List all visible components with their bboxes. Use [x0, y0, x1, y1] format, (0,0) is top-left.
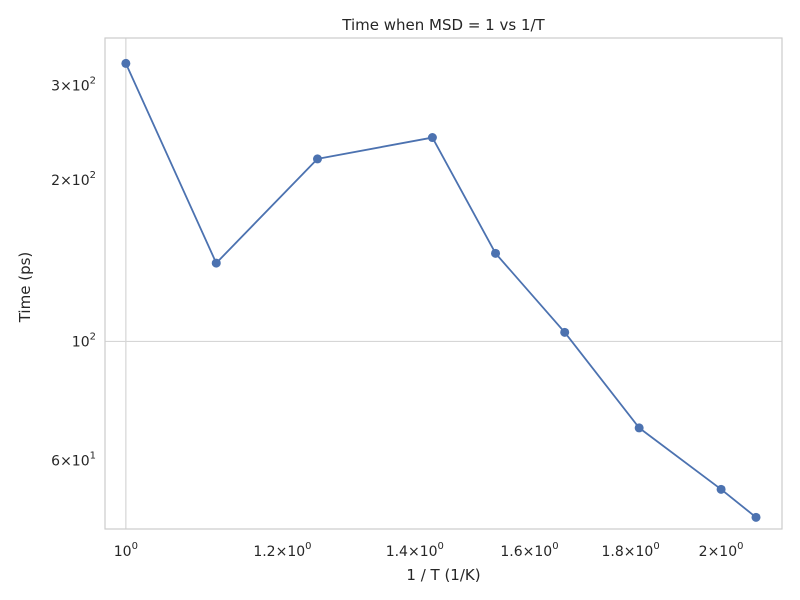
tick-exponent: 1	[90, 450, 96, 461]
tick-base: 10	[72, 334, 90, 350]
x-axis-label: 1 / T (1/K)	[406, 566, 480, 584]
data-point	[634, 423, 644, 433]
tick-base: 1.6×10	[500, 544, 552, 560]
tick-exponent: 0	[132, 541, 138, 552]
x-tick-label: 1.2×100	[253, 541, 311, 560]
data-point	[211, 258, 221, 268]
tick-exponent: 0	[438, 541, 444, 552]
tick-base: 10	[114, 544, 132, 560]
tick-exponent: 0	[552, 541, 558, 552]
tick-exponent: 0	[653, 541, 659, 552]
data-point	[560, 327, 570, 337]
y-tick-label: 6×101	[51, 450, 96, 469]
data-point	[121, 58, 131, 68]
series-layer	[121, 58, 761, 522]
series-line	[125, 63, 757, 519]
data-point	[312, 154, 322, 164]
plot-frame	[104, 37, 783, 530]
data-point	[716, 484, 726, 494]
y-tick-label: 3×102	[51, 76, 96, 95]
tick-exponent: 0	[737, 541, 743, 552]
tick-base: 2×10	[699, 544, 737, 560]
x-tick-label: 1.8×100	[602, 541, 660, 560]
tick-base: 2×10	[51, 173, 89, 189]
data-point	[491, 248, 501, 258]
data-point	[427, 133, 437, 143]
y-tick-label: 2×102	[51, 170, 96, 189]
tick-base: 3×10	[51, 79, 89, 95]
y-tick-label: 102	[72, 331, 96, 350]
y-axis-label: Time (ps)	[16, 252, 34, 324]
chart-title: Time when MSD = 1 vs 1/T	[341, 16, 545, 34]
x-tick-label: 2×100	[699, 541, 744, 560]
tick-base: 1.2×10	[253, 544, 305, 560]
tick-base: 1.4×10	[386, 544, 438, 560]
x-tick-label: 1.6×100	[500, 541, 558, 560]
x-tick-labels: 100 1.2×100 1.4×100 1.6×100 1.8×100 2×100	[114, 541, 744, 560]
tick-exponent: 0	[305, 541, 311, 552]
tick-exponent: 2	[90, 331, 96, 342]
tick-base: 1.8×10	[602, 544, 654, 560]
data-point	[751, 512, 761, 522]
tick-base: 6×10	[51, 453, 89, 469]
grid-lines	[105, 38, 782, 529]
tick-exponent: 2	[90, 76, 96, 87]
x-tick-label: 100	[114, 541, 138, 560]
tick-exponent: 2	[90, 170, 96, 181]
x-tick-label: 1.4×100	[386, 541, 444, 560]
